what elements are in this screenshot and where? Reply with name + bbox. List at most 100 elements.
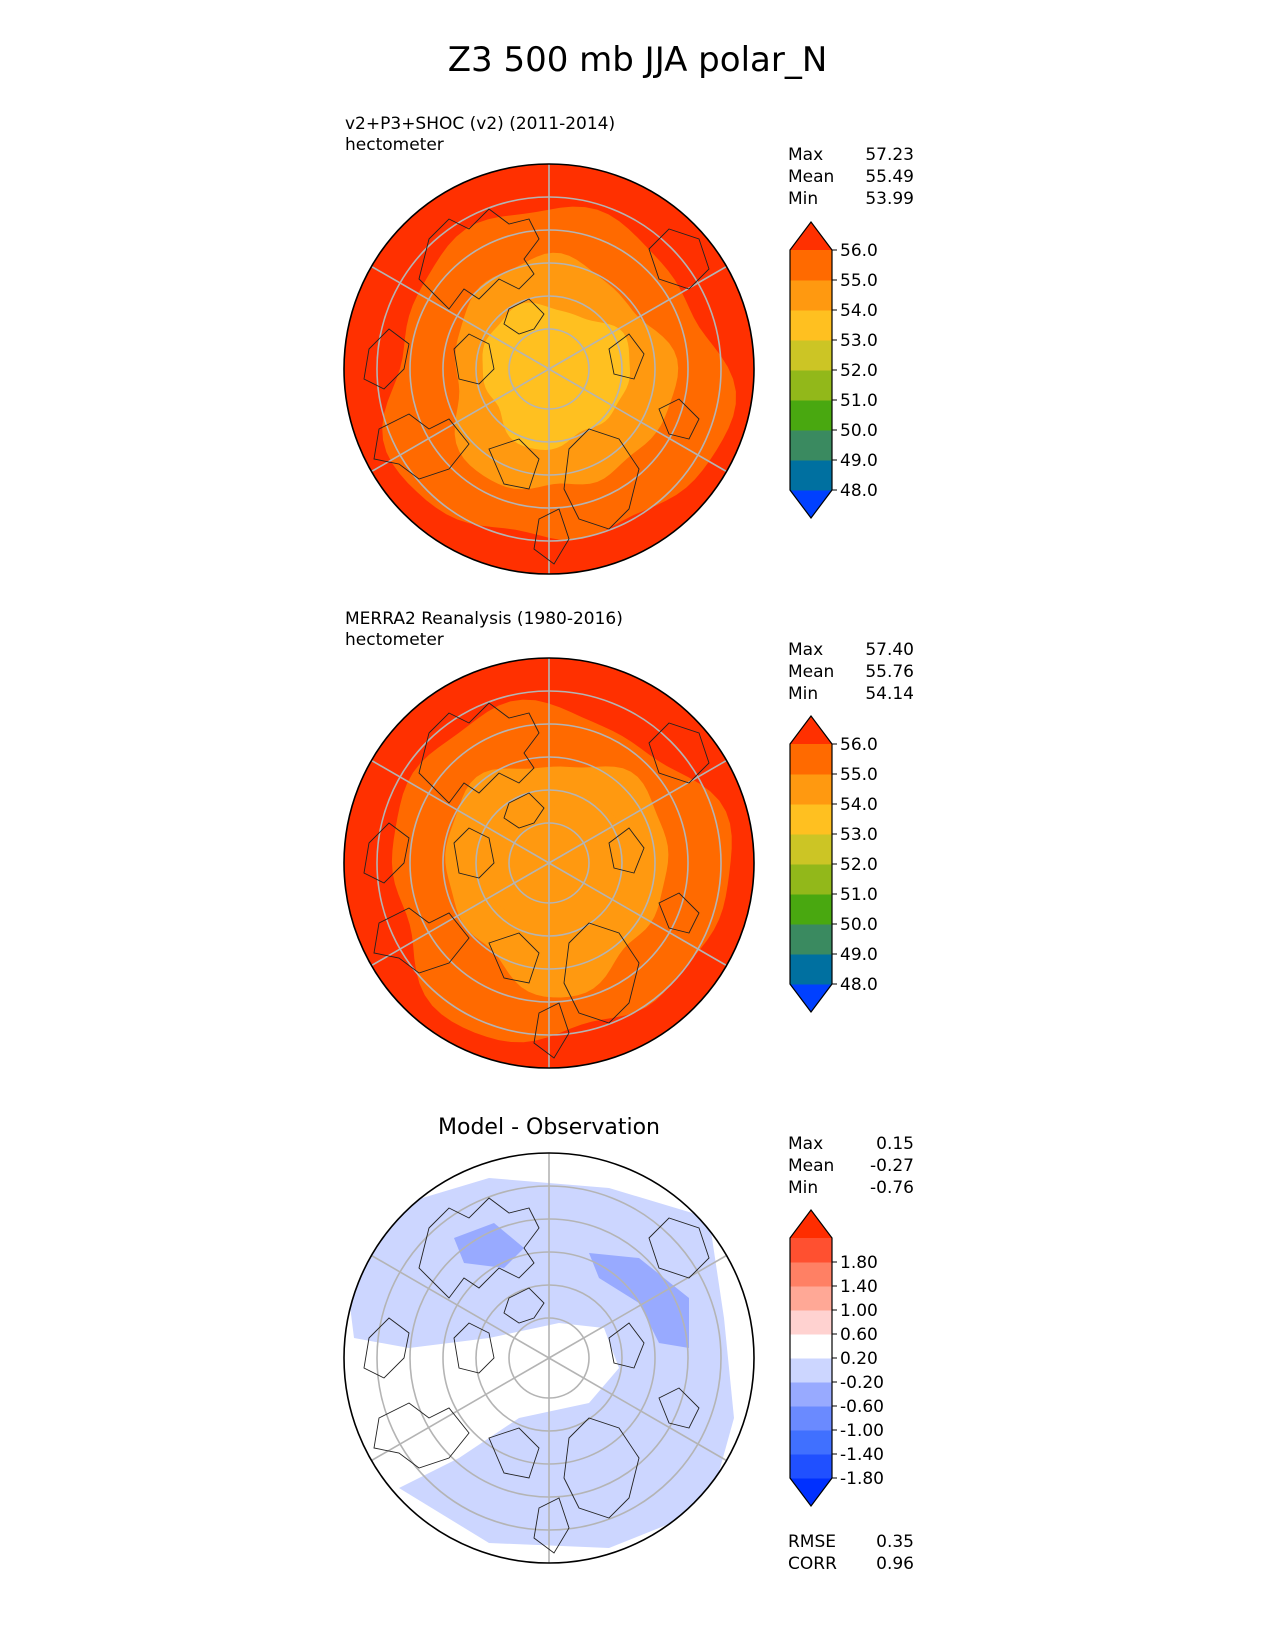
meridian-line [371,1254,550,1359]
negative-core [454,1223,524,1268]
colorbar-diff: -1.80 -1.40 -1.00 -0.60 -0.20 0.20 0.60 1.00 1.4… [789,1209,884,1507]
coastline [658,398,700,440]
graticule [371,658,727,1068]
stat-label: Min [788,189,819,209]
colorbar-segment [790,1238,832,1263]
map-boundary [343,657,755,1069]
colorbar-segment [790,1334,832,1359]
panel-test: v2+P3+SHOC (v2) (2011-2014) hectometer M… [0,0,1275,575]
coastline [608,827,645,874]
meridian-line [371,759,550,864]
coastline [453,333,495,385]
metric-label: RMSE [788,1532,837,1552]
colorbar-extend-min [790,1478,832,1506]
stat-min: Min 53.99 [788,188,914,210]
coastline [373,413,470,480]
colorbar-segment [790,1358,832,1383]
colorbar-tick-label: 51.0 [840,885,878,905]
stat-value: 57.23 [865,145,914,165]
coastline [488,438,540,490]
stat-label: Max [788,145,824,165]
coastline [608,1322,645,1369]
coastline [648,722,710,784]
stat-label: Min [788,684,819,704]
stat-label: Mean [788,167,835,187]
stat-label: Min [788,1178,819,1198]
panel-test-stats: Max 57.23 Mean 55.49 Min 53.99 [788,144,914,210]
coastline [363,822,410,884]
coastlines [363,702,710,1059]
colorbar-segment [790,1406,832,1431]
colorbar-tick-label: 1.00 [840,1301,878,1321]
coastline [503,298,545,335]
colorbar-tick-label: 0.60 [840,1325,878,1345]
meridian-line [371,1357,550,1462]
coastline [453,1322,495,1374]
graticule [371,164,727,574]
polar-map-ref [343,657,755,1069]
colorbar-tick-label: 0.20 [840,1349,878,1369]
stat-max: Max 57.40 [788,639,914,661]
colorbar-segment [790,1286,832,1311]
colorbar-segment [790,1310,832,1335]
coastline [563,428,640,530]
colorbar-tick-label: 51.0 [840,391,878,411]
coastline [658,1387,700,1429]
colorbar-tick-label: 49.0 [840,945,878,965]
coastline [418,702,540,804]
colorbar-tick-label: 1.80 [840,1253,878,1273]
colorbar-segment [790,460,832,491]
stat-value: 0.15 [876,1134,914,1154]
colorbar-tick-label: 48.0 [840,975,878,995]
colorbar-tick-label: -1.00 [840,1421,884,1441]
colorbar-tick-label: 56.0 [840,241,878,261]
colorbar-tick-label: 55.0 [840,765,878,785]
coastline [488,932,540,984]
meridian-line [548,368,727,473]
coastline [503,1287,545,1324]
panel-ref-stats: Max 57.40 Mean 55.76 Min 54.14 [788,639,914,705]
graticule [371,1153,727,1563]
colorbar-tick-label: 48.0 [840,481,878,501]
stat-max: Max 0.15 [788,1133,914,1155]
meridian-line [371,265,550,370]
stat-label: Max [788,1134,824,1154]
coastline [563,922,640,1024]
meridian-line [371,368,550,473]
colorbar-segment [790,834,832,865]
coastline [488,1427,540,1479]
stat-value: 55.76 [865,662,914,682]
stat-value: 54.14 [865,684,914,704]
meridian-line [548,759,727,864]
colorbar-tick-label: 54.0 [840,301,878,321]
coastline [373,1402,470,1469]
coastline [503,792,545,829]
colorbar-extend-max [790,716,832,744]
panel-diff-stats: Max 0.15 Mean -0.27 Min -0.76 [788,1133,914,1199]
metric-value: 0.35 [876,1532,914,1552]
metric-value: 0.96 [876,1554,914,1574]
stat-value: 55.49 [865,167,914,187]
coastline [453,827,495,879]
stat-value: -0.27 [870,1156,914,1176]
meridian-line [371,862,550,967]
colorbar-extend-max [790,1210,832,1238]
stat-value: -0.76 [870,1178,914,1198]
stat-mean: Mean 55.76 [788,661,914,683]
panel-ref-units: hectometer [345,630,444,650]
stat-mean: Mean 55.49 [788,166,914,188]
panel-ref-title: MERRA2 Reanalysis (1980-2016) hectometer [345,609,623,651]
stat-label: Mean [788,662,835,682]
metric-label: CORR [788,1554,837,1574]
colorbar-segment [790,1382,832,1407]
field-center [482,302,630,450]
stat-value: 57.40 [865,640,914,660]
panel-test-title: v2+P3+SHOC (v2) (2011-2014) hectometer [345,114,615,156]
metric-corr: CORR 0.96 [788,1553,914,1575]
colorbar-tick-label: 52.0 [840,855,878,875]
colorbar-segment [790,340,832,371]
colorbar-tick-label: 53.0 [840,825,878,845]
colorbar-segment [790,1430,832,1455]
colorbar-segment [790,804,832,835]
stat-min: Min 54.14 [788,683,914,705]
